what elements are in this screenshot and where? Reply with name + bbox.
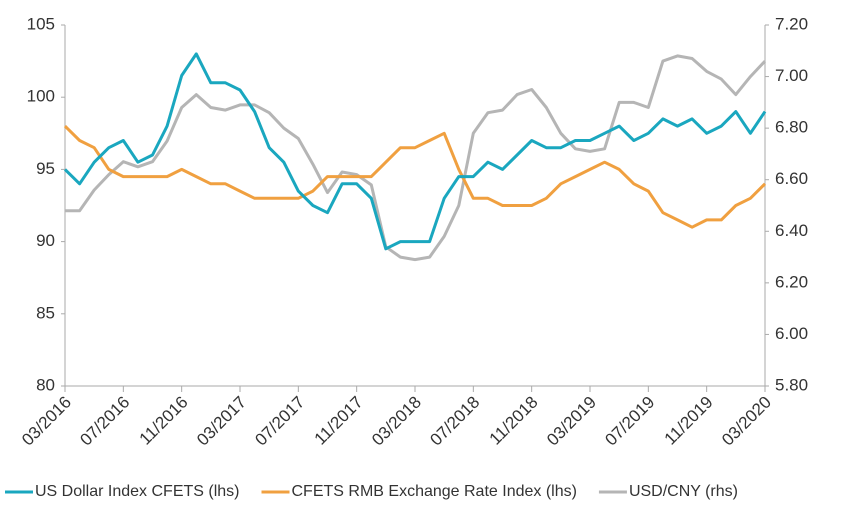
x-tick-label: 03/2018 — [368, 393, 425, 450]
x-tick-label: 07/2018 — [426, 393, 483, 450]
x-tick-label: 07/2019 — [601, 393, 658, 450]
y2-tick-label: 5.80 — [775, 375, 808, 394]
y2-tick-label: 6.60 — [775, 169, 808, 188]
x-tick-label: 03/2020 — [718, 393, 775, 450]
x-tick-label: 07/2017 — [251, 393, 308, 450]
y2-tick-label: 6.40 — [775, 221, 808, 240]
x-tick-label: 03/2019 — [543, 393, 600, 450]
x-tick-label: 03/2017 — [193, 393, 250, 450]
y2-tick-label: 7.00 — [775, 66, 808, 85]
y-tick-label: 100 — [27, 87, 55, 106]
legend-label: CFETS RMB Exchange Rate Index (lhs) — [292, 483, 577, 500]
y-tick-label: 85 — [36, 303, 55, 322]
y-tick-label: 95 — [36, 159, 55, 178]
legend-label: US Dollar Index CFETS (lhs) — [35, 483, 240, 500]
y-tick-label: 80 — [36, 375, 55, 394]
x-tick-label: 03/2016 — [18, 393, 75, 450]
x-tick-label: 11/2016 — [136, 393, 192, 449]
y-tick-label: 90 — [36, 231, 55, 250]
series-line — [65, 54, 767, 262]
y-tick-label: 105 — [27, 14, 55, 33]
x-tick-label: 11/2018 — [486, 393, 542, 449]
x-tick-label: 07/2016 — [76, 393, 133, 450]
x-tick-label: 11/2019 — [661, 393, 717, 449]
legend-label: USD/CNY (rhs) — [629, 483, 738, 500]
y2-tick-label: 7.20 — [775, 14, 808, 33]
y2-tick-label: 6.20 — [775, 272, 808, 291]
series-line — [63, 52, 767, 251]
y2-tick-label: 6.80 — [775, 118, 808, 137]
y2-tick-label: 6.00 — [775, 324, 808, 343]
series-line — [63, 125, 767, 229]
x-tick-label: 11/2017 — [311, 393, 367, 449]
